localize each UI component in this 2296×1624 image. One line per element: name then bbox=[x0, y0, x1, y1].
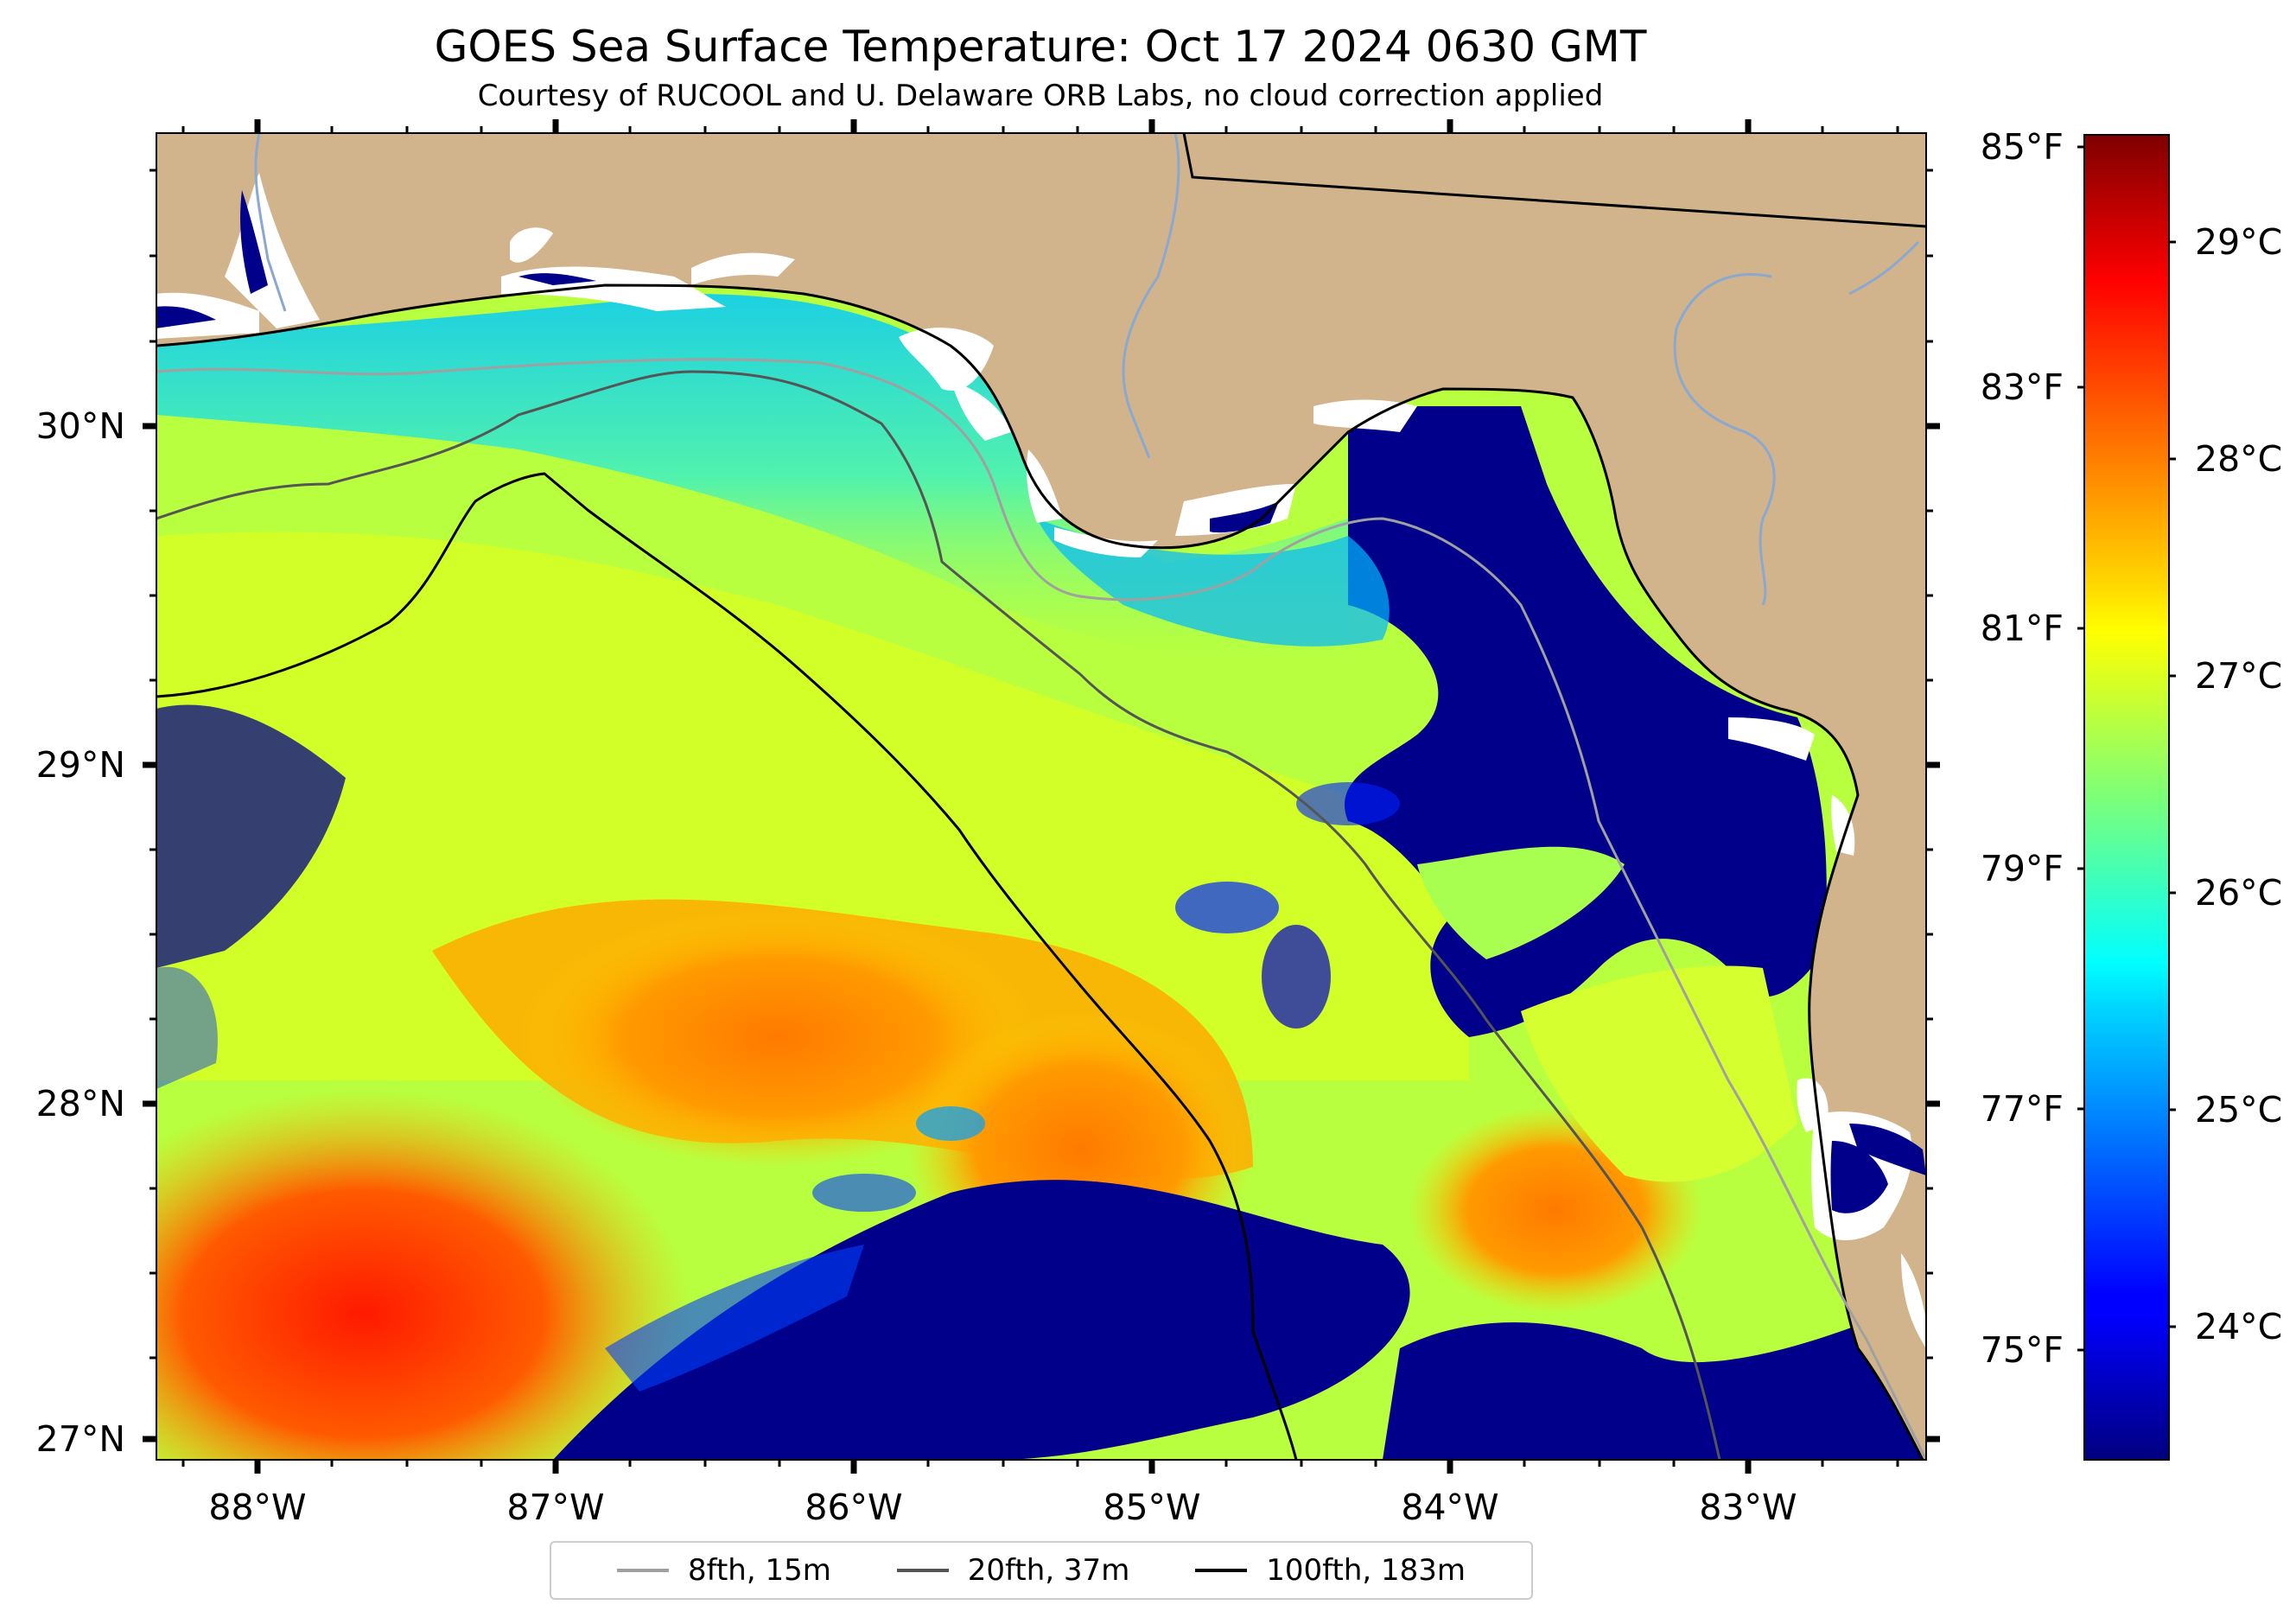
legend-line-100fth bbox=[1195, 1569, 1248, 1572]
land-mass bbox=[156, 133, 1926, 1460]
legend-label-8fth: 8fth, 15m bbox=[687, 1553, 831, 1588]
lat-labels: 30°N 29°N 28°N 27°N bbox=[36, 405, 125, 1460]
f-label-77: 77°F bbox=[1981, 1088, 2064, 1130]
f-label-79: 79°F bbox=[1981, 848, 2064, 889]
lon-label-85: 85°W bbox=[1103, 1487, 1200, 1528]
colorbar-c-ticks bbox=[2169, 240, 2176, 1328]
state-boundary bbox=[1182, 133, 1926, 228]
lon-labels: 88°W 87°W 86°W 85°W 84°W 83°W bbox=[208, 1487, 1797, 1528]
lat-label-29: 29°N bbox=[36, 744, 125, 786]
lat-label-27: 27°N bbox=[36, 1418, 125, 1460]
isobath-8fth bbox=[156, 358, 1926, 1460]
f-label-83: 83°F bbox=[1981, 366, 2064, 408]
colorbar-f-ticks bbox=[2077, 145, 2084, 1352]
lon-label-83: 83°W bbox=[1699, 1487, 1797, 1528]
isobath-legend: 8fth, 15m 20fth, 37m 100fth, 183m bbox=[550, 1541, 1533, 1600]
legend-line-8fth bbox=[616, 1569, 669, 1572]
colorbar-f-labels: 85°F 83°F 81°F 79°F 77°F 75°F bbox=[1981, 126, 2064, 1371]
c-label-27: 27°C bbox=[2195, 655, 2282, 697]
lat-label-30: 30°N bbox=[36, 405, 125, 447]
lon-label-88: 88°W bbox=[208, 1487, 306, 1528]
c-label-26: 26°C bbox=[2195, 872, 2282, 914]
legend-label-20fth: 20fth, 37m bbox=[967, 1553, 1130, 1588]
map-frame bbox=[156, 132, 1927, 1461]
c-label-24: 24°C bbox=[2195, 1306, 2282, 1347]
warm-core-southwest bbox=[156, 1089, 691, 1460]
f-label-81: 81°F bbox=[1981, 608, 2064, 649]
legend-item-20fth: 20fth, 37m bbox=[896, 1553, 1130, 1588]
lat-major-ticks bbox=[143, 423, 1940, 1442]
map-title: GOES Sea Surface Temperature: Oct 17 202… bbox=[434, 22, 1647, 72]
lat-label-28: 28°N bbox=[36, 1083, 125, 1124]
lon-major-ticks bbox=[254, 119, 1752, 1474]
legend-item-8fth: 8fth, 15m bbox=[616, 1553, 831, 1588]
c-label-29: 29°C bbox=[2195, 221, 2282, 263]
sst-raster bbox=[156, 133, 1926, 1460]
c-label-28: 28°C bbox=[2195, 438, 2282, 480]
colorbar-c-labels: 29°C 28°C 27°C 26°C 25°C 24°C bbox=[2195, 221, 2282, 1347]
legend-label-100fth: 100fth, 183m bbox=[1266, 1553, 1466, 1588]
isobath-20fth bbox=[156, 370, 1721, 1460]
map-subtitle: Courtesy of RUCOOL and U. Delaware ORB L… bbox=[477, 79, 1604, 113]
lon-label-87: 87°W bbox=[506, 1487, 604, 1528]
c-label-25: 25°C bbox=[2195, 1089, 2282, 1130]
f-label-75: 75°F bbox=[1981, 1329, 2064, 1371]
cloud-region-south bbox=[553, 1180, 1410, 1460]
lon-label-86: 86°W bbox=[805, 1487, 902, 1528]
colorbar bbox=[2083, 134, 2170, 1461]
f-label-85: 85°F bbox=[1981, 126, 2064, 168]
legend-item-100fth: 100fth, 183m bbox=[1195, 1553, 1466, 1588]
lon-label-84: 84°W bbox=[1401, 1487, 1498, 1528]
minor-ticks bbox=[149, 126, 1933, 1467]
legend-line-20fth bbox=[896, 1569, 949, 1572]
coastline bbox=[156, 283, 1924, 1460]
isobath-100fth bbox=[156, 472, 1298, 1460]
